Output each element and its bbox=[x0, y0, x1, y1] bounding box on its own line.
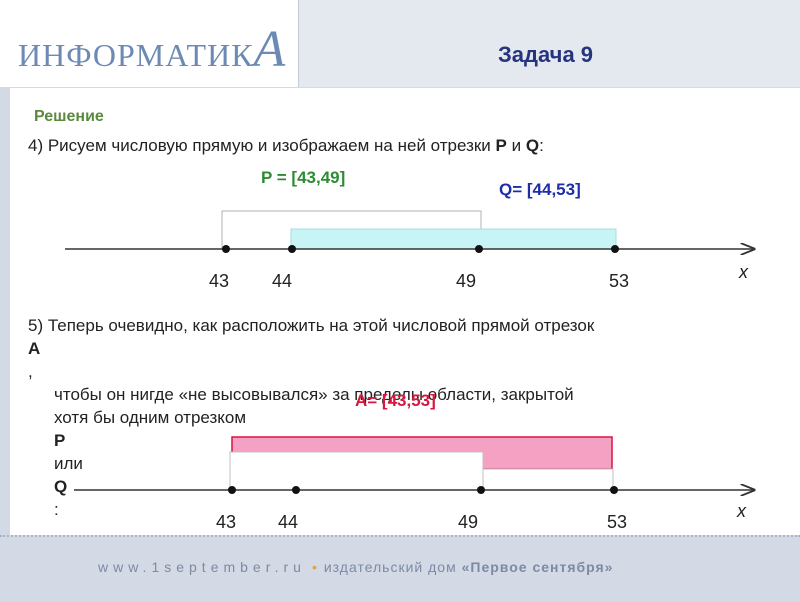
tick-label-43-2: 43 bbox=[215, 512, 237, 532]
point-44-2 bbox=[292, 486, 300, 494]
task-title: Задача 9 bbox=[498, 42, 594, 67]
point-44 bbox=[288, 245, 296, 253]
label-a: A= [43,53] bbox=[355, 391, 436, 410]
logo-box: ИНФОРМАТИКА bbox=[0, 0, 299, 87]
point-49 bbox=[475, 245, 483, 253]
footer: www.1september.ru • издательский дом «Перв… bbox=[0, 535, 800, 602]
logo: ИНФОРМАТИКА bbox=[18, 21, 287, 78]
tick-label-43: 43 bbox=[208, 271, 230, 291]
point-49-2 bbox=[477, 486, 485, 494]
point-43 bbox=[222, 245, 230, 253]
footer-url[interactable]: www.1september.ru bbox=[98, 559, 306, 575]
segment-q bbox=[290, 228, 617, 250]
label-p: P = [43,49] bbox=[261, 168, 346, 187]
axis-label-x: x bbox=[739, 262, 748, 282]
number-line-diagrams bbox=[65, 210, 800, 535]
header: ИНФОРМАТИКА Задача 9 bbox=[0, 0, 800, 87]
step-4-text: 4) Рисуем числовую прямую и изображаем н… bbox=[28, 136, 544, 155]
tick-label-44: 44 bbox=[271, 271, 293, 291]
point-43-2 bbox=[228, 486, 236, 494]
footer-text: www.1september.ru • издательский дом «Перв… bbox=[98, 559, 614, 575]
point-53 bbox=[611, 245, 619, 253]
tick-label-49: 49 bbox=[455, 271, 477, 291]
point-53-2 bbox=[610, 486, 618, 494]
solution-heading: Решение bbox=[34, 108, 104, 125]
tick-label-44-2: 44 bbox=[277, 512, 299, 532]
axis-label-x-2: x bbox=[737, 501, 746, 521]
tick-label-49-2: 49 bbox=[457, 512, 479, 532]
label-q: Q= [44,53] bbox=[499, 180, 581, 199]
tick-label-53: 53 bbox=[608, 271, 630, 291]
step-5-text: 5) Теперь очевидно, как расположить на э… bbox=[28, 316, 595, 519]
tick-label-53-2: 53 bbox=[606, 512, 628, 532]
slide-content: Решение 4) Рисуем числовую прямую и изоб… bbox=[10, 88, 800, 535]
